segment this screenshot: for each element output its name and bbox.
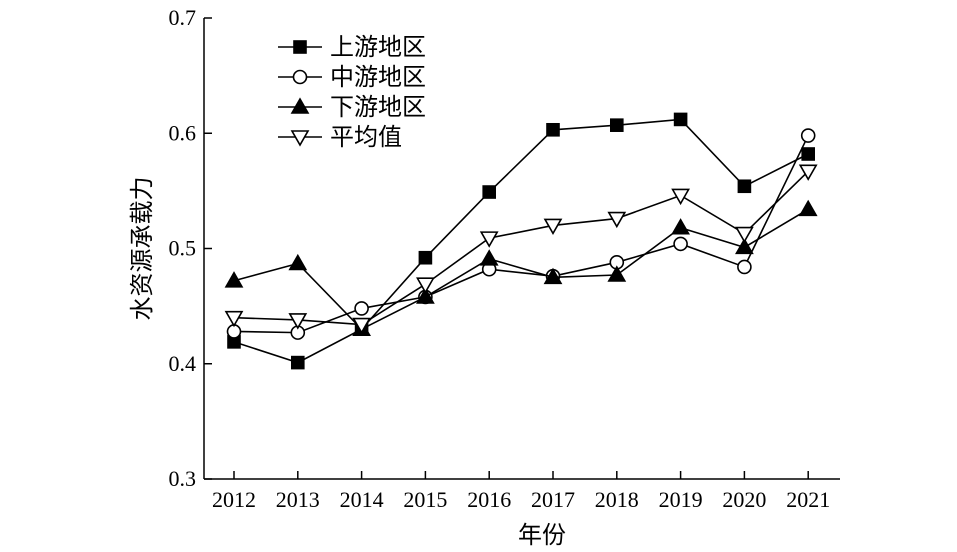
data-point bbox=[352, 317, 371, 335]
data-point bbox=[482, 185, 497, 199]
legend-label: 中游地区 bbox=[330, 64, 426, 91]
y-axis-title: 水资源承载力 bbox=[129, 177, 156, 321]
data-point bbox=[224, 271, 244, 288]
data-point bbox=[543, 218, 563, 236]
data-point bbox=[735, 226, 754, 244]
series-3 bbox=[224, 199, 818, 336]
data-point bbox=[798, 199, 818, 217]
legend-item: 平均值 bbox=[278, 124, 402, 151]
data-point bbox=[737, 179, 752, 194]
data-point bbox=[224, 310, 244, 328]
x-tick-label: 2013 bbox=[276, 487, 320, 512]
data-point bbox=[801, 147, 816, 161]
legend-marker bbox=[293, 40, 307, 54]
x-tick-label: 2014 bbox=[340, 487, 384, 512]
data-point bbox=[737, 259, 752, 275]
x-tick-label: 2016 bbox=[467, 487, 511, 512]
data-point bbox=[607, 265, 627, 282]
x-tick-label: 2012 bbox=[212, 487, 256, 512]
x-tick-label: 2015 bbox=[403, 487, 447, 512]
data-point bbox=[800, 128, 816, 143]
x-tick-label: 2018 bbox=[595, 487, 639, 512]
legend-item: 上游地区 bbox=[278, 34, 426, 61]
series-line bbox=[233, 208, 809, 331]
series-line bbox=[233, 135, 809, 334]
x-ticks: 2012 2013 2014 2015 2016 2017 2018 2019 2020 2021 bbox=[212, 471, 830, 512]
data-point bbox=[288, 313, 308, 330]
series-line bbox=[233, 118, 809, 364]
data-point bbox=[416, 277, 435, 294]
data-point bbox=[673, 236, 688, 252]
data-point bbox=[546, 122, 560, 137]
x-tick-label: 2019 bbox=[659, 487, 703, 512]
data-point bbox=[416, 287, 435, 304]
data-point bbox=[479, 231, 499, 248]
x-axis-title: 年份 bbox=[518, 522, 566, 549]
x-tick-label: 2017 bbox=[531, 487, 575, 512]
data-point bbox=[607, 211, 627, 229]
data-point bbox=[609, 118, 624, 132]
y-tick-label: 0.3 bbox=[169, 466, 197, 491]
legend-marker bbox=[290, 97, 310, 114]
data-point bbox=[354, 301, 369, 316]
y-ticks: 0.3 0.4 0.5 0.6 0.7 bbox=[169, 5, 212, 491]
series-4 bbox=[224, 164, 818, 335]
data-point bbox=[735, 237, 754, 255]
data-point bbox=[418, 250, 433, 265]
y-tick-label: 0.5 bbox=[169, 236, 197, 261]
legend-item: 中游地区 bbox=[278, 64, 426, 91]
data-point bbox=[798, 164, 818, 181]
data-point bbox=[673, 112, 688, 127]
data-point bbox=[290, 355, 305, 370]
data-point bbox=[288, 253, 308, 271]
data-point bbox=[479, 249, 499, 266]
series-line bbox=[233, 170, 809, 326]
data-point bbox=[671, 188, 690, 206]
y-tick-label: 0.6 bbox=[169, 120, 197, 145]
legend-item: 下游地区 bbox=[278, 94, 426, 121]
series-2 bbox=[226, 128, 816, 340]
series-layer bbox=[224, 112, 818, 370]
x-tick-label: 2021 bbox=[786, 487, 830, 512]
legend-label: 上游地区 bbox=[330, 34, 426, 61]
data-point bbox=[671, 218, 690, 235]
legend-label: 平均值 bbox=[330, 124, 402, 151]
legend-marker bbox=[290, 130, 310, 147]
x-tick-label: 2020 bbox=[722, 487, 766, 512]
y-tick-label: 0.4 bbox=[169, 351, 197, 376]
legend-marker bbox=[292, 69, 308, 85]
data-point bbox=[543, 267, 563, 285]
legend-label: 下游地区 bbox=[330, 94, 426, 121]
y-tick-label: 0.7 bbox=[169, 5, 197, 30]
